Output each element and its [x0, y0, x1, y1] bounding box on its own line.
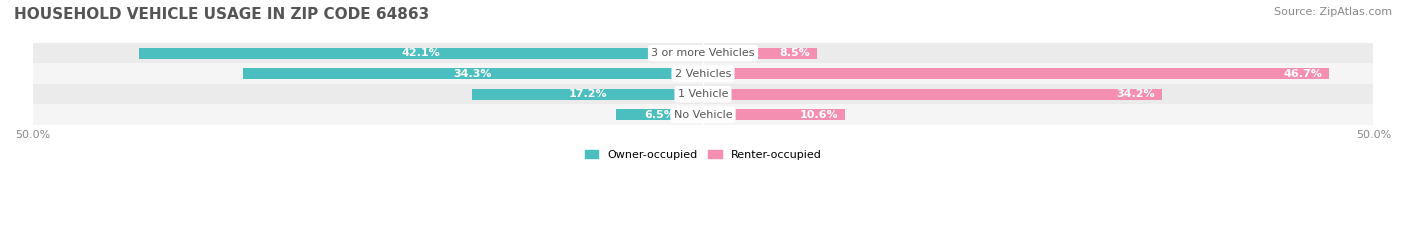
- Text: 8.5%: 8.5%: [779, 48, 810, 58]
- Bar: [32, 104, 1374, 125]
- Text: Source: ZipAtlas.com: Source: ZipAtlas.com: [1274, 7, 1392, 17]
- Text: 34.3%: 34.3%: [454, 69, 492, 79]
- Bar: [703, 109, 845, 120]
- Text: 2 Vehicles: 2 Vehicles: [675, 69, 731, 79]
- Text: 42.1%: 42.1%: [401, 48, 440, 58]
- Text: 34.2%: 34.2%: [1116, 89, 1154, 99]
- Text: No Vehicle: No Vehicle: [673, 110, 733, 120]
- Text: 17.2%: 17.2%: [568, 89, 607, 99]
- Bar: [243, 68, 703, 79]
- Bar: [703, 48, 817, 59]
- Bar: [32, 84, 1374, 104]
- Legend: Owner-occupied, Renter-occupied: Owner-occupied, Renter-occupied: [581, 145, 825, 164]
- Bar: [703, 68, 1329, 79]
- Bar: [32, 63, 1374, 84]
- Text: 6.5%: 6.5%: [644, 110, 675, 120]
- Bar: [472, 89, 703, 100]
- Bar: [139, 48, 703, 59]
- Bar: [616, 109, 703, 120]
- Text: 1 Vehicle: 1 Vehicle: [678, 89, 728, 99]
- Text: 3 or more Vehicles: 3 or more Vehicles: [651, 48, 755, 58]
- Bar: [703, 89, 1161, 100]
- Text: HOUSEHOLD VEHICLE USAGE IN ZIP CODE 64863: HOUSEHOLD VEHICLE USAGE IN ZIP CODE 6486…: [14, 7, 429, 22]
- Text: 10.6%: 10.6%: [800, 110, 838, 120]
- Bar: [32, 43, 1374, 63]
- Text: 46.7%: 46.7%: [1284, 69, 1323, 79]
